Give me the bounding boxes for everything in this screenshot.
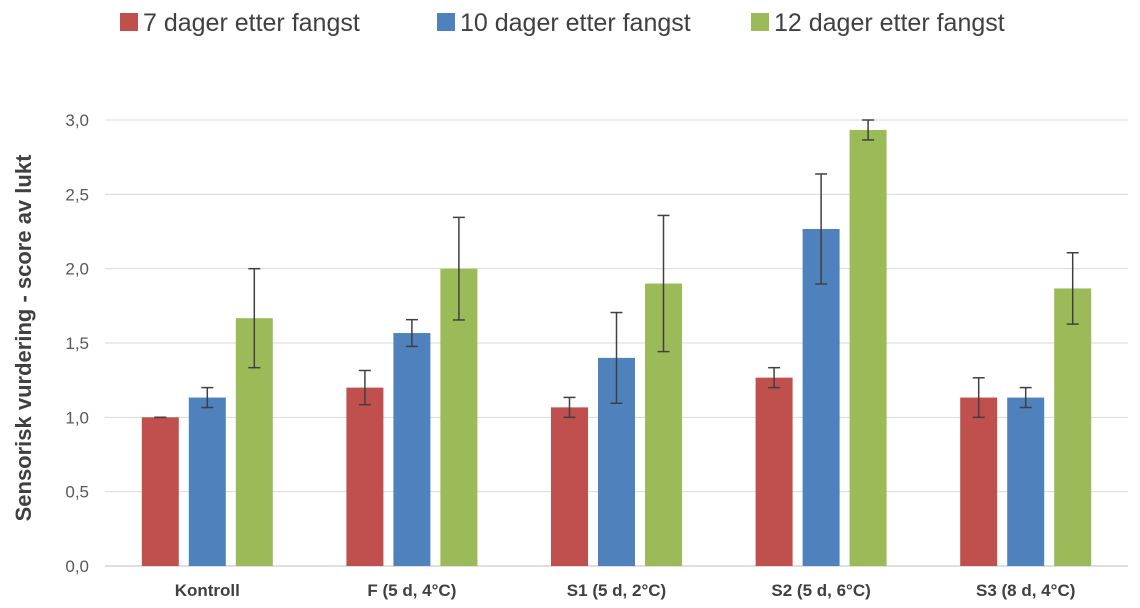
y-tick-label: 0,5 — [65, 483, 89, 502]
x-category-label: F (5 d, 4°C) — [367, 581, 456, 600]
error-bar — [405, 318, 418, 348]
legend-item: 10 dager etter fangst — [437, 9, 691, 37]
error-bar — [358, 369, 371, 406]
legend-item: 12 dager etter fangst — [751, 9, 1005, 37]
x-category-label: S3 (8 d, 4°C) — [976, 581, 1075, 600]
bar — [551, 407, 588, 566]
bar — [960, 397, 998, 566]
legend-label: 12 dager etter fangst — [774, 9, 1005, 37]
y-tick-label: 2,5 — [65, 185, 89, 204]
y-tick-label: 0,0 — [65, 557, 89, 576]
bar — [141, 417, 179, 566]
y-axis-ticks: 0,0 0,5 1,0 1,5 2,0 2,5 3,0 — [65, 111, 89, 576]
bar — [1007, 397, 1045, 566]
legend-swatch — [751, 13, 769, 31]
bar — [188, 397, 226, 566]
bar — [755, 377, 793, 566]
error-bar — [248, 267, 261, 369]
error-bar — [201, 386, 214, 409]
y-tick-label: 1,0 — [65, 408, 89, 427]
x-axis-categories: Kontroll F (5 d, 4°C) S1 (5 d, 2°C) S2 (5 d… — [175, 581, 1076, 600]
legend: 7 dager etter fangst 10 dager etter fangs… — [120, 9, 1005, 37]
error-bar — [657, 214, 670, 353]
bar — [1054, 288, 1092, 566]
error-bar — [1019, 386, 1032, 409]
error-bar — [862, 119, 875, 141]
bar — [849, 129, 887, 566]
legend-swatch — [120, 13, 138, 31]
x-category-label: S2 (5 d, 6°C) — [771, 581, 870, 600]
x-category-label: Kontroll — [175, 581, 240, 600]
legend-item: 7 dager etter fangst — [120, 9, 360, 37]
bars — [141, 129, 1092, 567]
error-bar — [563, 396, 576, 419]
bar — [802, 228, 840, 567]
error-bar — [452, 216, 465, 321]
error-bar — [768, 366, 781, 389]
y-tick-label: 2,0 — [65, 260, 89, 279]
x-category-label: S1 (5 d, 2°C) — [567, 581, 666, 600]
error-bars — [154, 119, 1079, 419]
y-tick-label: 3,0 — [65, 111, 89, 130]
legend-label: 10 dager etter fangst — [460, 9, 691, 37]
error-bar — [1066, 252, 1079, 325]
bar — [393, 333, 431, 566]
y-axis-label: Sensorisk vurdering - score av lukt — [11, 154, 36, 521]
y-tick-label: 1,5 — [65, 334, 89, 353]
legend-swatch — [437, 13, 455, 31]
error-bar — [610, 311, 623, 404]
error-bar — [815, 173, 828, 285]
legend-label: 7 dager etter fangst — [143, 9, 360, 37]
error-bar — [972, 377, 985, 419]
bar — [346, 387, 384, 566]
